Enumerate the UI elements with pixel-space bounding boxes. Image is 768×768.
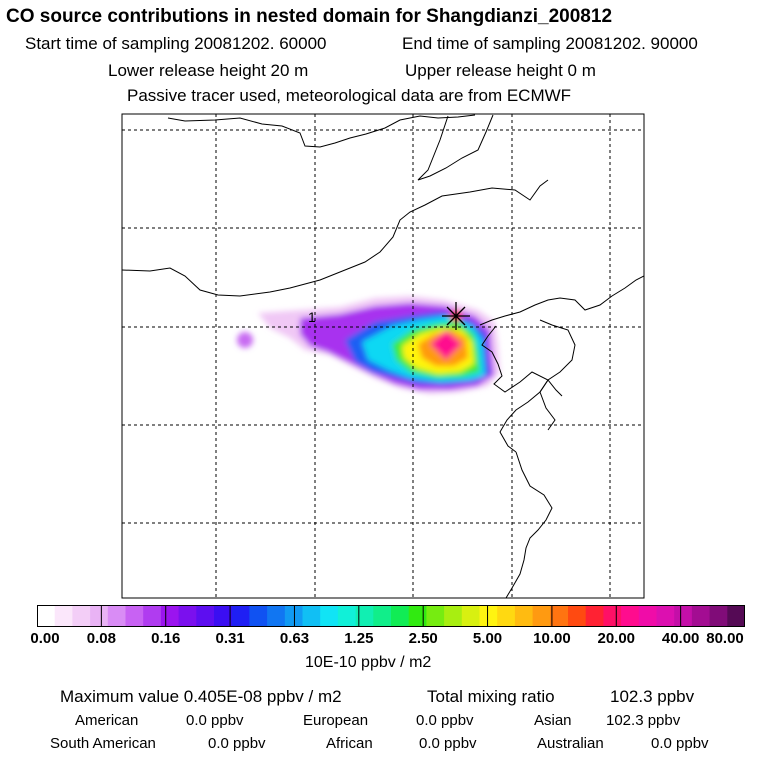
colorbar-cell bbox=[72, 605, 91, 627]
colorbar-cell bbox=[231, 605, 250, 627]
colorbar-cell bbox=[621, 605, 640, 627]
coast-korea bbox=[539, 319, 576, 431]
colorbar-cell bbox=[54, 605, 73, 627]
colorbar-cell bbox=[178, 605, 197, 627]
colorbar-cell bbox=[532, 605, 551, 627]
colorbar-cell bbox=[391, 605, 410, 627]
concentration-plume bbox=[237, 296, 500, 394]
region-european-value: 0.0 ppbv bbox=[416, 712, 474, 729]
upper-release-height-label: Upper release height 0 m bbox=[405, 61, 596, 80]
colorbar-cell bbox=[514, 605, 534, 627]
colorbar-tick-label: 0.16 bbox=[151, 630, 181, 647]
lat-lon-grid bbox=[122, 114, 644, 598]
colorbar-cell bbox=[444, 605, 463, 627]
region-asian-label: Asian bbox=[534, 712, 572, 729]
lower-release-height-label: Lower release height 20 m bbox=[108, 61, 309, 80]
colorbar-cell bbox=[143, 605, 162, 627]
colorbar-tick-label: 0.31 bbox=[215, 630, 245, 647]
plume-patch-small bbox=[237, 332, 253, 348]
colorbar-tick-label: 0.00 bbox=[30, 630, 60, 647]
total-mixing-ratio-label: Total mixing ratio bbox=[427, 687, 555, 706]
region-australian-value: 0.0 ppbv bbox=[651, 735, 709, 752]
colorbar-cell bbox=[426, 605, 445, 627]
colorbar-cell bbox=[691, 605, 711, 627]
colorbar-cell bbox=[214, 605, 233, 627]
colorbar-tick-label: 0.63 bbox=[279, 630, 310, 647]
region-american-label: American bbox=[75, 712, 139, 729]
plot-title: CO source contributions in nested domain… bbox=[6, 6, 613, 27]
colorbar-cell bbox=[125, 605, 144, 627]
colorbar-tick-label: 20.00 bbox=[597, 630, 636, 647]
colorbar-cell bbox=[568, 605, 587, 627]
plume-level-magenta bbox=[430, 330, 462, 360]
colorbar-tick-label: 0.08 bbox=[86, 630, 116, 647]
region-african-label: African bbox=[326, 735, 373, 752]
colorbar-cell bbox=[302, 605, 321, 627]
colorbar-cell bbox=[497, 605, 516, 627]
colorbar-cell bbox=[674, 605, 693, 627]
colorbar-cell bbox=[107, 605, 127, 627]
start-time-label: Start time of sampling 20081202. 60000 bbox=[25, 34, 327, 53]
region-european-label: European bbox=[303, 712, 369, 729]
border-northeast bbox=[417, 114, 494, 181]
colorbar-cell bbox=[709, 605, 728, 627]
border-mongolia-south bbox=[122, 179, 549, 297]
colorbar-cell bbox=[461, 605, 481, 627]
colorbar-tick-label: 2.50 bbox=[408, 630, 438, 647]
colorbar-cell bbox=[337, 605, 357, 627]
colorbar-cell bbox=[284, 605, 304, 627]
colorbar-cell bbox=[37, 605, 56, 627]
coast-shandong bbox=[499, 379, 549, 453]
station-number: 1 bbox=[308, 309, 316, 325]
region-american-value: 0.0 ppbv bbox=[186, 712, 244, 729]
colorbar-cell bbox=[160, 605, 180, 627]
total-mixing-ratio-value: 102.3 ppbv bbox=[610, 687, 695, 706]
region-australian-label: Australian bbox=[537, 735, 604, 752]
colorbar-cell bbox=[408, 605, 427, 627]
colorbar-cell bbox=[90, 605, 109, 627]
border-mongolia-north bbox=[167, 114, 476, 148]
tracer-info-label: Passive tracer used, meteorological data… bbox=[127, 86, 572, 105]
coastlines bbox=[122, 114, 644, 598]
region-african-value: 0.0 ppbv bbox=[419, 735, 477, 752]
colorbar-unit-label: 10E-10 ppbv / m2 bbox=[305, 654, 432, 671]
station-marker bbox=[442, 302, 470, 330]
region-south-american-value: 0.0 ppbv bbox=[208, 735, 266, 752]
colorbar-cell bbox=[196, 605, 215, 627]
colorbar-cell bbox=[373, 605, 392, 627]
region-south-american-label: South American bbox=[50, 735, 156, 752]
colorbar-cell bbox=[603, 605, 622, 627]
maximum-value-label: Maximum value 0.405E-08 ppbv / m2 bbox=[60, 687, 342, 706]
region-asian-value: 102.3 ppbv bbox=[606, 712, 681, 729]
colorbar-tick-label: 40.00 bbox=[661, 630, 700, 647]
colorbar-tick-label: 10.00 bbox=[533, 630, 571, 647]
colorbar-cell bbox=[656, 605, 675, 627]
colorbar bbox=[37, 605, 745, 627]
colorbar-cell bbox=[267, 605, 286, 627]
colorbar-cell bbox=[249, 605, 268, 627]
colorbar-tick-label: 5.00 bbox=[472, 630, 503, 647]
colorbar-cell bbox=[727, 605, 745, 627]
end-time-label: End time of sampling 20081202. 90000 bbox=[402, 34, 698, 53]
coast-east-china bbox=[505, 451, 553, 598]
colorbar-tick-label: 1.25 bbox=[344, 630, 374, 647]
map-frame bbox=[121, 113, 645, 599]
colorbar-tick-label: 80.00 bbox=[706, 630, 744, 647]
colorbar-cell bbox=[585, 605, 604, 627]
colorbar-cell bbox=[355, 605, 374, 627]
colorbar-cell bbox=[479, 605, 498, 627]
coast-bohai-north bbox=[479, 275, 644, 326]
colorbar-cell bbox=[638, 605, 658, 627]
colorbar-cell bbox=[550, 605, 569, 627]
colorbar-cell bbox=[320, 605, 339, 627]
